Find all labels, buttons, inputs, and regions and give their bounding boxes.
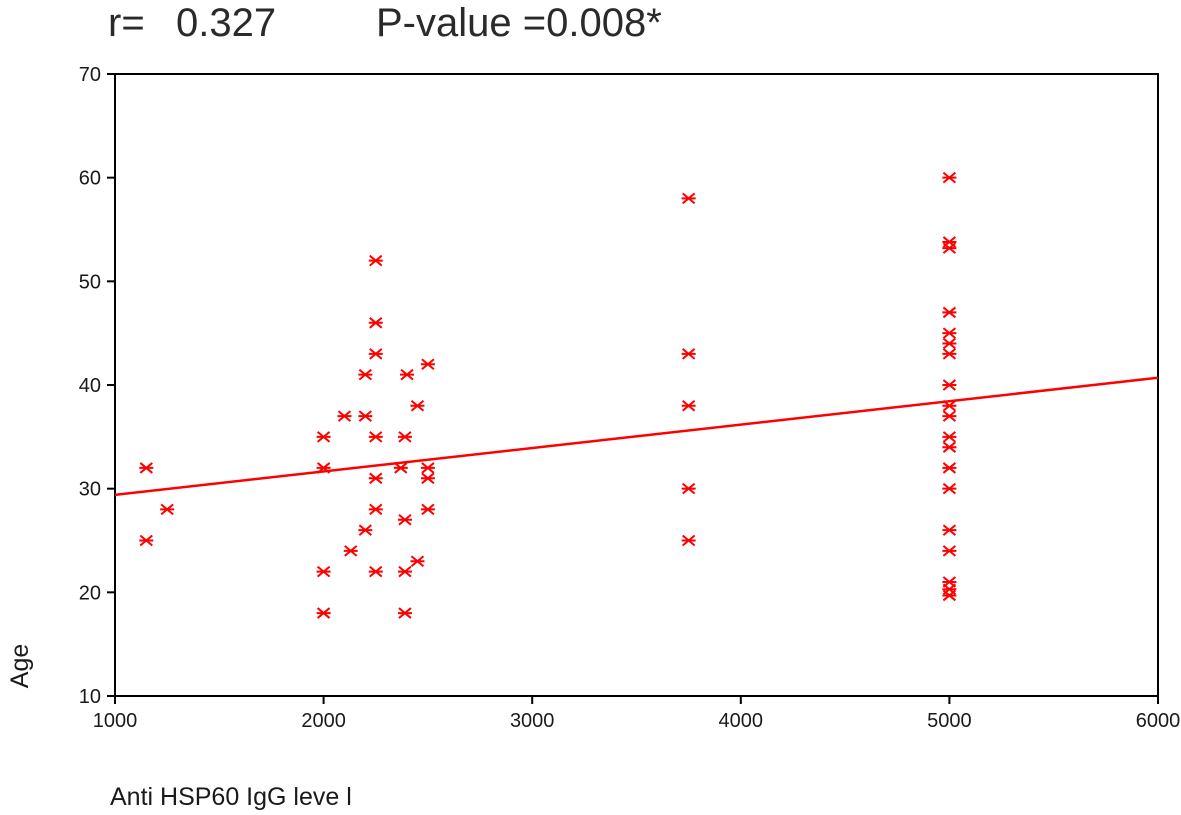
y-tick-label: 40: [79, 375, 101, 397]
data-point: [942, 379, 957, 391]
data-point: [160, 503, 175, 516]
data-point: [681, 192, 696, 205]
data-point: [942, 337, 957, 350]
data-point: [316, 565, 331, 578]
data-point: [410, 399, 425, 412]
data-point: [942, 441, 957, 453]
data-point: [420, 358, 435, 371]
data-point: [942, 327, 957, 339]
data-point: [368, 503, 383, 516]
data-point: [942, 348, 957, 360]
data-point: [942, 399, 957, 412]
data-point: [942, 171, 957, 184]
data-point: [358, 410, 373, 422]
y-axis-ticks: 10 20 30 40 50 60 70: [79, 64, 115, 708]
data-point: [681, 534, 696, 547]
data-point: [139, 462, 154, 474]
data-point: [368, 348, 383, 360]
y-tick-label: 20: [79, 582, 101, 604]
r-label: r=: [108, 1, 145, 45]
data-points-layer: [139, 171, 957, 619]
data-point: [942, 410, 957, 422]
data-point: [397, 607, 412, 619]
data-point: [358, 368, 373, 381]
data-point: [410, 555, 425, 568]
data-point: [942, 524, 957, 536]
data-point: [420, 503, 435, 516]
data-point: [942, 545, 957, 557]
y-tick-label: 10: [79, 686, 101, 708]
data-point: [343, 545, 358, 557]
data-point: [368, 431, 383, 443]
x-axis-ticks: 1000 2000 3000 4000 5000 6000: [93, 696, 1181, 732]
y-tick-label: 50: [79, 271, 101, 293]
x-tick-label: 5000: [927, 710, 972, 732]
x-tick-label: 1000: [93, 710, 138, 732]
regression-line-layer: [114, 376, 1159, 497]
y-tick-label: 70: [79, 64, 101, 86]
data-point: [316, 607, 331, 619]
data-point: [393, 462, 408, 474]
x-axis-label: Anti HSP60 IgG leve l: [110, 783, 352, 811]
data-point: [942, 482, 957, 495]
data-point: [681, 399, 696, 412]
y-tick-label: 30: [79, 479, 101, 501]
data-point: [942, 431, 957, 443]
data-point: [368, 317, 383, 329]
data-point: [942, 306, 957, 319]
data-point: [681, 348, 696, 360]
regression-line: [114, 376, 1159, 497]
data-point: [942, 589, 957, 602]
data-point: [942, 236, 957, 248]
data-point: [368, 565, 383, 578]
p-value-text: P-value =0.008*: [376, 1, 662, 45]
data-point: [420, 472, 435, 485]
plot-frame: [114, 73, 1159, 697]
data-point: [942, 242, 957, 254]
x-tick-label: 2000: [301, 710, 346, 732]
data-point: [397, 513, 412, 526]
data-point: [368, 254, 383, 267]
data-point: [420, 462, 435, 474]
data-point: [397, 565, 412, 578]
y-tick-label: 60: [79, 168, 101, 190]
data-point: [139, 534, 154, 547]
data-point: [400, 368, 415, 381]
data-point: [942, 462, 957, 474]
data-point: [681, 482, 696, 495]
data-point: [316, 431, 331, 443]
data-point: [358, 524, 373, 536]
data-point: [337, 410, 352, 422]
data-point: [397, 431, 412, 443]
x-tick-label: 6000: [1136, 710, 1181, 732]
data-point: [368, 472, 383, 485]
data-point: [316, 462, 331, 474]
r-value: 0.327: [176, 1, 276, 45]
x-tick-label: 3000: [510, 710, 555, 732]
x-tick-label: 4000: [719, 710, 764, 732]
y-axis-label: Age: [6, 644, 34, 688]
data-point: [942, 583, 957, 595]
